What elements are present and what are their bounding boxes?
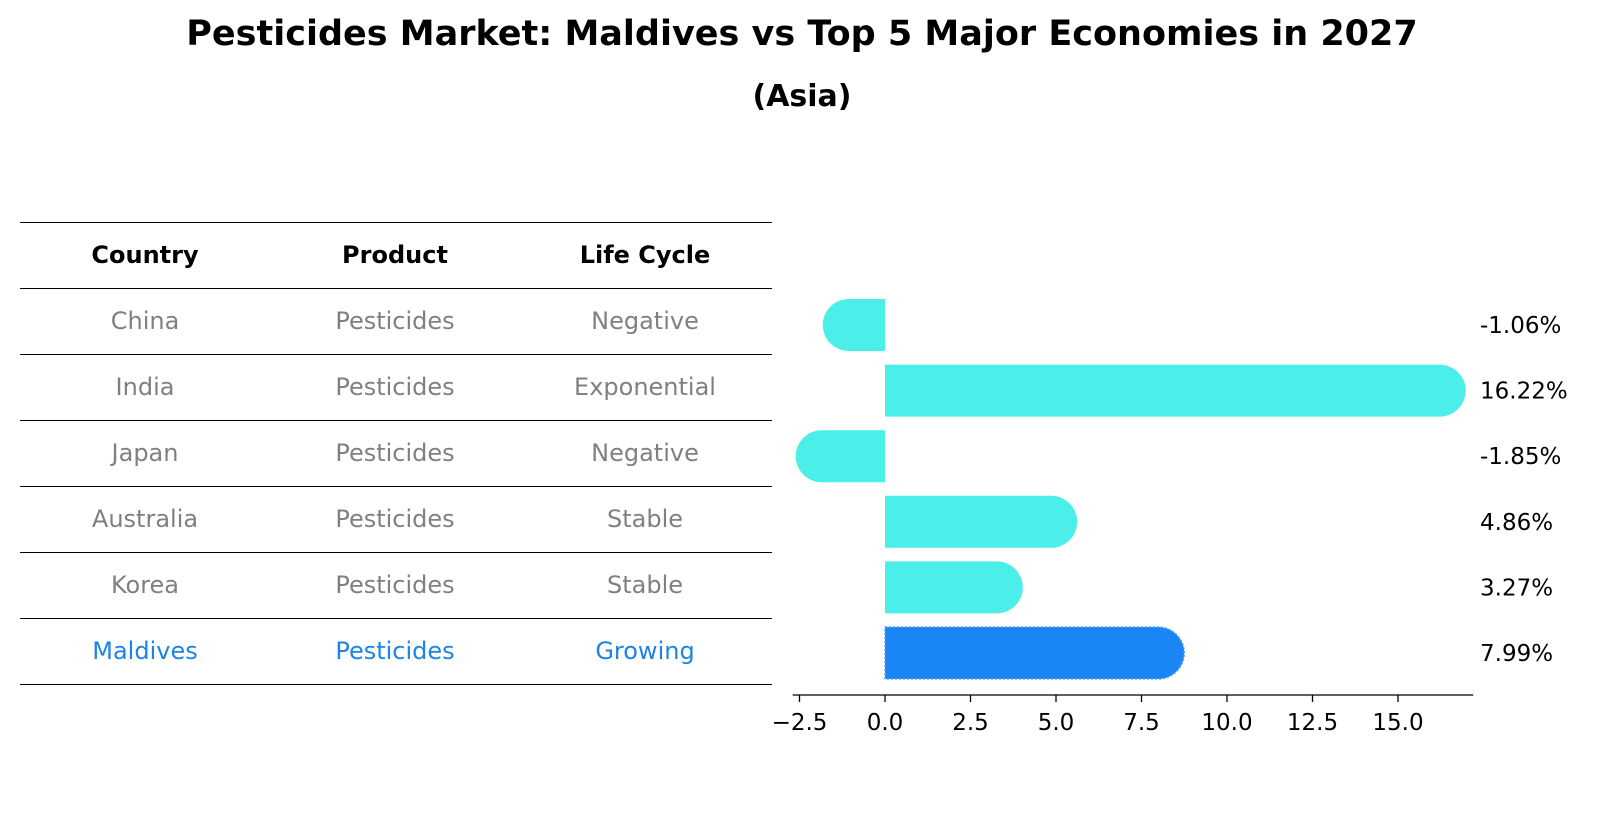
- table-rule: [20, 552, 772, 553]
- table-cell-product: Pesticides: [335, 637, 455, 665]
- table-cell-product: Pesticides: [335, 373, 455, 401]
- x-tick-label: −2.5: [772, 710, 828, 736]
- value-label-korea: 3.27%: [1480, 575, 1553, 601]
- table-header-product: Product: [342, 241, 448, 269]
- bar-australia: [885, 495, 1078, 548]
- table-cell-life-cycle: Negative: [591, 307, 699, 335]
- table-cell-product: Pesticides: [335, 439, 455, 467]
- table-rule: [20, 618, 772, 619]
- bar-india: [885, 364, 1466, 417]
- x-tick-label: 2.5: [952, 710, 989, 736]
- value-label-australia: 4.86%: [1480, 510, 1553, 536]
- chart-title: Pesticides Market: Maldives vs Top 5 Maj…: [186, 14, 1418, 54]
- value-label-japan: -1.85%: [1480, 444, 1561, 470]
- value-label-india: 16.22%: [1480, 379, 1568, 405]
- table-rule: [20, 222, 772, 223]
- x-tick-label: 12.5: [1287, 710, 1338, 736]
- table-cell-country: Maldives: [92, 637, 198, 665]
- table-header-country: Country: [91, 241, 199, 269]
- bar-japan: [795, 430, 885, 483]
- value-label-maldives: 7.99%: [1480, 641, 1553, 667]
- table-cell-life-cycle: Stable: [606, 505, 684, 533]
- x-tick-label: 15.0: [1372, 710, 1423, 736]
- x-tick-label: 0.0: [867, 710, 904, 736]
- table-cell-country: China: [110, 307, 180, 335]
- table-cell-product: Pesticides: [335, 307, 455, 335]
- table-cell-country: Korea: [110, 571, 180, 599]
- bar-korea: [885, 561, 1023, 614]
- table-cell-country: India: [115, 373, 175, 401]
- bar-china: [822, 299, 885, 351]
- x-tick-label: 5.0: [1038, 710, 1075, 736]
- table-rule: [20, 354, 772, 355]
- table-cell-life-cycle: Negative: [591, 439, 699, 467]
- table-cell-country: Australia: [91, 505, 199, 533]
- x-tick-label: 10.0: [1201, 710, 1252, 736]
- table-cell-life-cycle: Exponential: [574, 373, 716, 401]
- value-label-china: -1.06%: [1480, 313, 1561, 339]
- table-cell-life-cycle: Stable: [606, 571, 684, 599]
- bar-maldives: [884, 626, 1186, 680]
- table-cell-product: Pesticides: [335, 571, 455, 599]
- table-cell-life-cycle: Growing: [595, 637, 695, 665]
- table-rule: [20, 684, 772, 685]
- table-rule: [20, 288, 772, 289]
- x-tick-label: 7.5: [1123, 710, 1160, 736]
- table-rule: [20, 486, 772, 487]
- chart-subtitle: (Asia): [752, 79, 852, 114]
- table-header-life-cycle: Life Cycle: [579, 241, 711, 269]
- table-rule: [20, 420, 772, 421]
- table-cell-country: Japan: [111, 439, 179, 467]
- table-cell-product: Pesticides: [335, 505, 455, 533]
